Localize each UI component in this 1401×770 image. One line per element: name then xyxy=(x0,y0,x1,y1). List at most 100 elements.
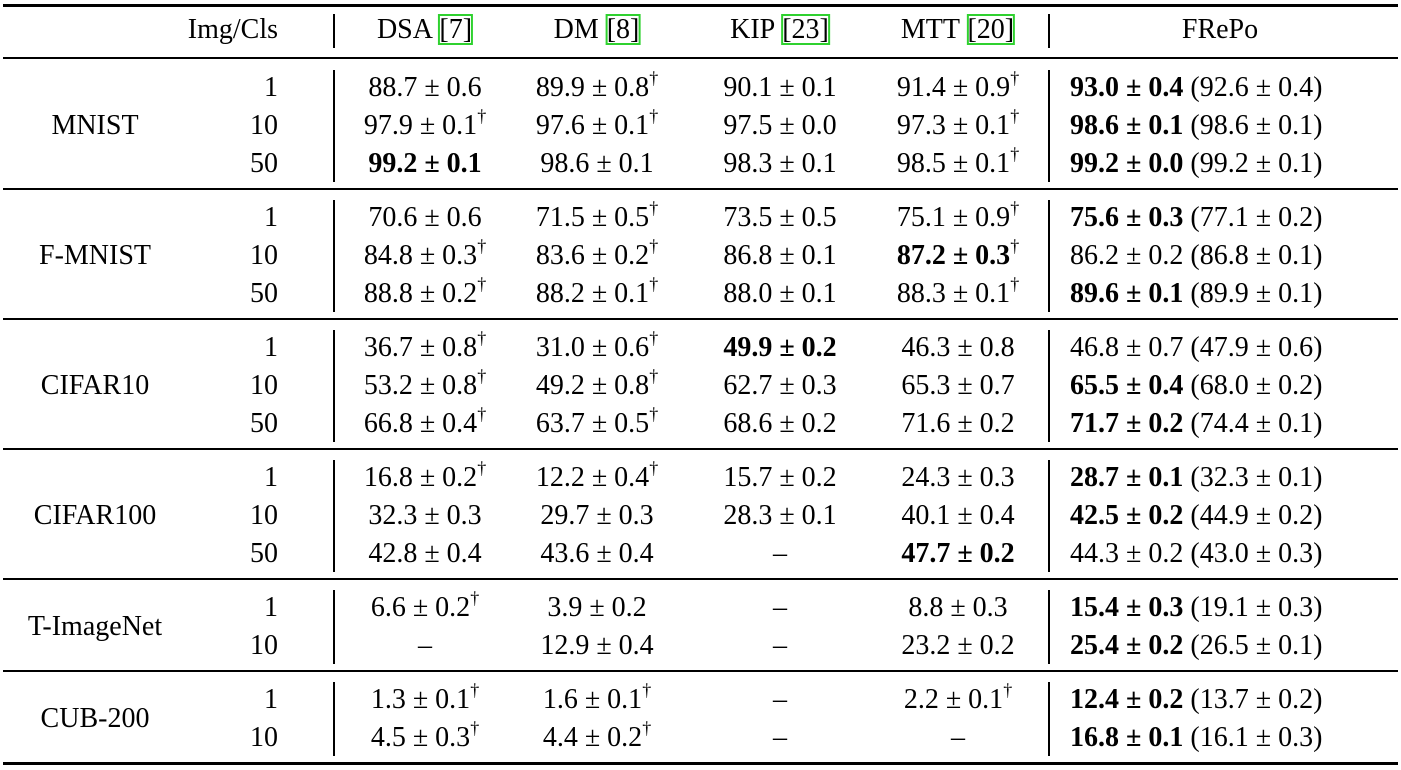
score: 66.8 ± 0.4 xyxy=(363,408,478,439)
img-per-class: 1 xyxy=(264,684,278,715)
score-extra: (47.9 ± 0.6) xyxy=(1190,332,1323,363)
score: – xyxy=(418,630,432,661)
score: 68.6 ± 0.2 xyxy=(723,408,837,439)
score: – xyxy=(773,722,787,753)
cell: 88.2 ± 0.1† xyxy=(536,275,658,310)
cell: 88.3 ± 0.1† xyxy=(897,275,1019,310)
citation: [23] xyxy=(781,14,830,45)
score: 87.2 ± 0.3 xyxy=(896,240,1011,271)
score-extra: (68.0 ± 0.2) xyxy=(1190,370,1323,401)
column-divider xyxy=(333,590,335,664)
citation: [20] xyxy=(966,14,1016,45)
score: 88.0 ± 0.1 xyxy=(723,278,837,309)
cell: 71.5 ± 0.5† xyxy=(536,199,658,234)
score: 97.6 ± 0.1 xyxy=(535,110,650,141)
cell: 15.7 ± 0.2 xyxy=(723,462,836,494)
score: 44.3 ± 0.2 xyxy=(1070,538,1184,569)
cell: 1.6 ± 0.1† xyxy=(543,681,651,716)
score: 25.4 ± 0.2 xyxy=(1070,630,1184,661)
dagger: † xyxy=(470,680,480,700)
dagger: † xyxy=(649,236,659,256)
dagger: † xyxy=(477,236,487,256)
cell: 40.1 ± 0.4 xyxy=(901,500,1014,532)
cell: 46.3 ± 0.8 xyxy=(901,332,1014,364)
img-per-class: 1 xyxy=(264,332,278,363)
dagger: † xyxy=(649,198,659,218)
cell: 70.6 ± 0.6 xyxy=(368,202,481,234)
score: 36.7 ± 0.8 xyxy=(363,332,478,363)
score: 86.8 ± 0.1 xyxy=(723,240,837,271)
cell: 1.3 ± 0.1† xyxy=(371,681,479,716)
score: 98.6 ± 0.1 xyxy=(540,148,654,179)
score: 73.5 ± 0.5 xyxy=(723,202,837,233)
img-per-class: 1 xyxy=(264,202,278,233)
cell: – xyxy=(773,722,787,754)
rule xyxy=(3,670,1398,672)
score: – xyxy=(773,538,787,569)
dagger: † xyxy=(477,458,487,478)
dagger: † xyxy=(470,718,480,738)
cell: 75.1 ± 0.9† xyxy=(897,199,1019,234)
score: 99.2 ± 0.1 xyxy=(368,148,482,179)
score: 28.7 ± 0.1 xyxy=(1070,462,1184,493)
cell: 53.2 ± 0.8† xyxy=(364,367,486,402)
dagger: † xyxy=(1010,106,1020,126)
cell: 23.2 ± 0.2 xyxy=(901,630,1014,662)
score: 99.2 ± 0.0 xyxy=(1070,148,1184,179)
cell: 89.6 ± 0.1 (89.9 ± 0.1) xyxy=(1070,278,1322,310)
score-extra: (16.1 ± 0.3) xyxy=(1190,722,1323,753)
img-per-class: 50 xyxy=(250,278,278,309)
score: 86.2 ± 0.2 xyxy=(1070,240,1184,271)
rule xyxy=(3,4,1398,7)
img-per-class: 10 xyxy=(250,240,278,271)
cell: 65.3 ± 0.7 xyxy=(901,370,1014,402)
cell: 25.4 ± 0.2 (26.5 ± 0.1) xyxy=(1070,630,1322,662)
dagger: † xyxy=(477,106,487,126)
cell: 97.9 ± 0.1† xyxy=(364,107,486,142)
score: 15.7 ± 0.2 xyxy=(723,462,837,493)
img-per-class: 10 xyxy=(250,630,278,661)
cell: 71.6 ± 0.2 xyxy=(901,408,1014,440)
cell: 49.9 ± 0.2 xyxy=(723,332,836,364)
score-extra: (74.4 ± 0.1) xyxy=(1190,408,1323,439)
cell: 88.8 ± 0.2† xyxy=(364,275,486,310)
rule xyxy=(3,448,1398,450)
score: 12.9 ± 0.4 xyxy=(540,630,654,661)
cell: 97.6 ± 0.1† xyxy=(535,107,658,142)
method-name: FRePo xyxy=(1181,14,1259,45)
cell: – xyxy=(773,684,787,716)
cell: 42.8 ± 0.4 xyxy=(368,538,481,570)
column-divider xyxy=(333,460,335,572)
header-method: DSA [7] xyxy=(377,14,474,46)
cell: – xyxy=(951,722,965,754)
cell: 31.0 ± 0.6† xyxy=(536,329,658,364)
cell: 44.3 ± 0.2 (43.0 ± 0.3) xyxy=(1070,538,1322,570)
score: 65.3 ± 0.7 xyxy=(901,370,1015,401)
cell: 75.6 ± 0.3 (77.1 ± 0.2) xyxy=(1070,202,1322,234)
score: 49.9 ± 0.2 xyxy=(723,332,837,363)
score: – xyxy=(773,684,787,715)
dagger: † xyxy=(1010,68,1020,88)
score: 47.7 ± 0.2 xyxy=(901,538,1015,569)
score: 42.8 ± 0.4 xyxy=(368,538,482,569)
cell: 47.7 ± 0.2 xyxy=(901,538,1014,570)
cell: 12.9 ± 0.4 xyxy=(540,630,653,662)
score: 89.6 ± 0.1 xyxy=(1070,278,1184,309)
score: 6.6 ± 0.2 xyxy=(370,592,471,623)
cell: 90.1 ± 0.1 xyxy=(723,72,836,104)
cell: 28.7 ± 0.1 (32.3 ± 0.1) xyxy=(1070,462,1322,494)
score: 97.5 ± 0.0 xyxy=(723,110,837,141)
score: 23.2 ± 0.2 xyxy=(901,630,1015,661)
score: 16.8 ± 0.1 xyxy=(1070,722,1184,753)
column-divider xyxy=(1048,200,1050,312)
score: 98.5 ± 0.1 xyxy=(896,148,1011,179)
score-extra: (43.0 ± 0.3) xyxy=(1190,538,1323,569)
cell: 87.2 ± 0.3† xyxy=(896,237,1019,272)
rule xyxy=(3,188,1398,190)
dagger: † xyxy=(1010,236,1020,256)
score: 90.1 ± 0.1 xyxy=(723,72,837,103)
cell: 6.6 ± 0.2† xyxy=(370,589,479,624)
header-method: KIP [23] xyxy=(730,14,830,46)
score: – xyxy=(773,630,787,661)
column-divider xyxy=(333,682,335,756)
